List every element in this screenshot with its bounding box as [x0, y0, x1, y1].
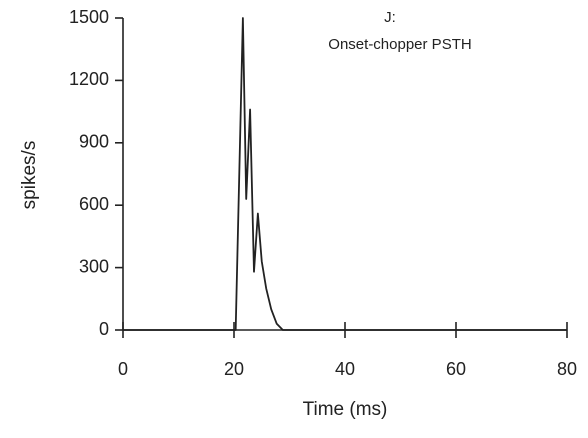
x-tick-label: 40	[335, 359, 355, 379]
x-tick-label: 80	[557, 359, 577, 379]
x-axis-label: Time (ms)	[303, 399, 388, 420]
y-axis-label: spikes/s	[19, 141, 40, 210]
y-tick-label: 600	[79, 194, 109, 214]
y-tick-label: 300	[79, 256, 109, 276]
y-tick-label: 1500	[69, 7, 109, 27]
x-tick-label: 60	[446, 359, 466, 379]
chart-subtitle: Onset-chopper PSTH	[328, 36, 471, 53]
y-tick-label: 0	[99, 319, 109, 339]
chart-title: J:	[384, 9, 396, 26]
y-tick-label: 900	[79, 132, 109, 152]
y-tick-label: 1200	[69, 69, 109, 89]
x-tick-label: 0	[118, 359, 128, 379]
psth-line	[123, 17, 567, 331]
x-tick-label: 20	[224, 359, 244, 379]
